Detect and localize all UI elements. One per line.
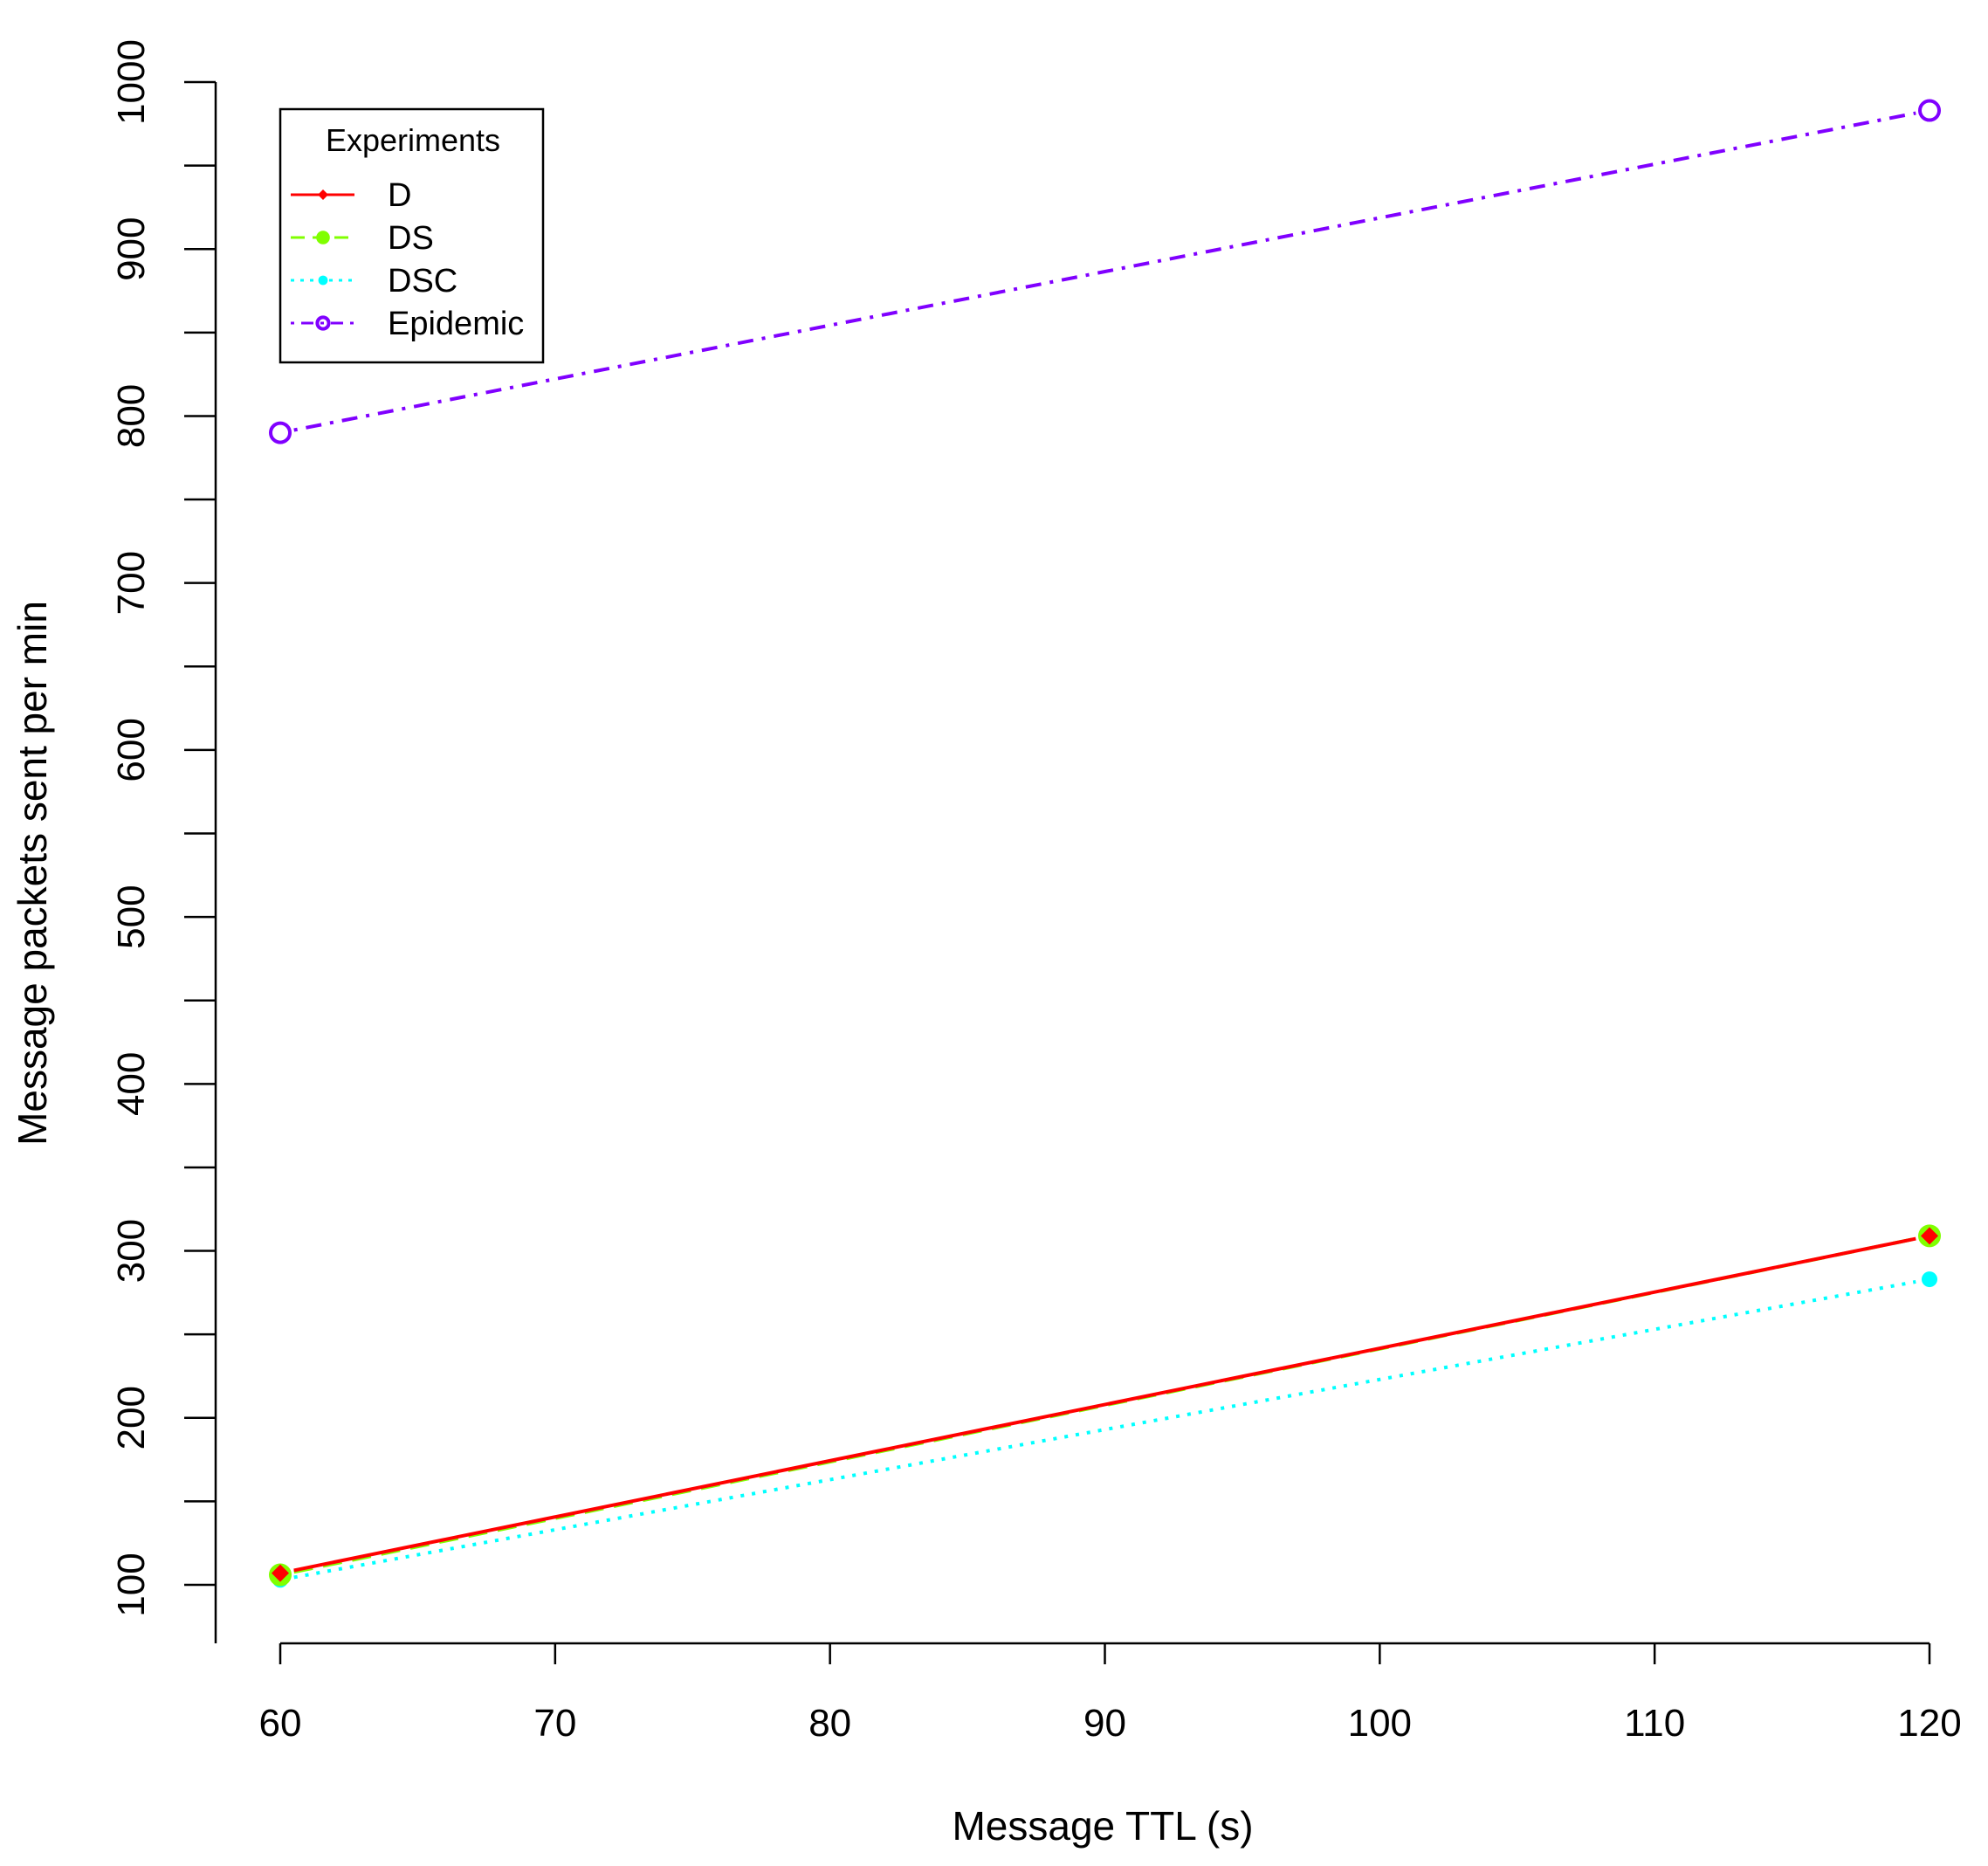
x-axis-title: Message TTL (s) [952,1803,1253,1849]
y-tick-label: 700 [110,551,153,615]
chart-axes: 100 200 300 400 500 600 700 800 900 1000 60 70 80 90… [110,39,1962,1745]
y-tick-label: 1000 [110,39,153,125]
y-tick-label: 300 [110,1219,153,1283]
legend-item-d: D [291,177,411,214]
x-tick-label: 90 [1083,1702,1126,1745]
x-axis: 60 70 80 90 100 110 120 [259,1642,1962,1745]
y-axis: 100 200 300 400 500 600 700 800 900 1000 [110,39,217,1643]
legend-items: D DS DSC Epidemic [291,177,524,342]
legend-label-ds: DS [388,220,434,257]
series-line-epidemic [293,111,1916,432]
series-line-d [293,1236,1916,1573]
series-line-dsc [293,1279,1916,1580]
data-point-epidemic [1918,99,1941,122]
x-tick-label: 120 [1897,1702,1961,1745]
y-tick-label: 100 [110,1553,153,1616]
legend-swatch-marker-epidemic [315,315,331,331]
data-point-dsc [1922,1271,1937,1288]
x-tick-label: 60 [259,1702,302,1745]
x-tick-label: 70 [533,1702,576,1745]
y-tick-label: 400 [110,1052,153,1116]
y-tick-label: 500 [110,885,153,948]
legend-item-ds: DS [291,220,434,257]
plot-lines [293,111,1916,1580]
x-tick-label: 100 [1348,1702,1412,1745]
x-tick-label: 110 [1624,1702,1685,1745]
y-axis-title: Message packets sent per min [10,601,55,1146]
legend-label-dsc: DSC [388,263,457,300]
legend-swatch-marker-ds [316,231,330,244]
data-point-d [272,1564,289,1582]
plot-markers [269,99,1941,1588]
legend-item-dsc: DSC [291,263,457,300]
legend-label-d: D [388,177,411,214]
legend-swatch-marker-dsc [318,275,328,286]
legend: Experiments D DS DSC Epidemic [279,107,545,364]
data-point-epidemic [269,421,292,444]
y-tick-label: 600 [110,718,153,782]
y-tick-label: 900 [110,217,153,281]
data-point-d [1921,1227,1938,1245]
y-tick-label: 800 [110,384,153,448]
legend-swatch-marker-d [318,189,328,200]
legend-title: Experiments [326,122,500,158]
legend-label-epidemic: Epidemic [388,306,524,342]
legend-item-epidemic: Epidemic [291,306,524,342]
x-tick-label: 80 [808,1702,851,1745]
y-tick-label: 200 [110,1386,153,1449]
